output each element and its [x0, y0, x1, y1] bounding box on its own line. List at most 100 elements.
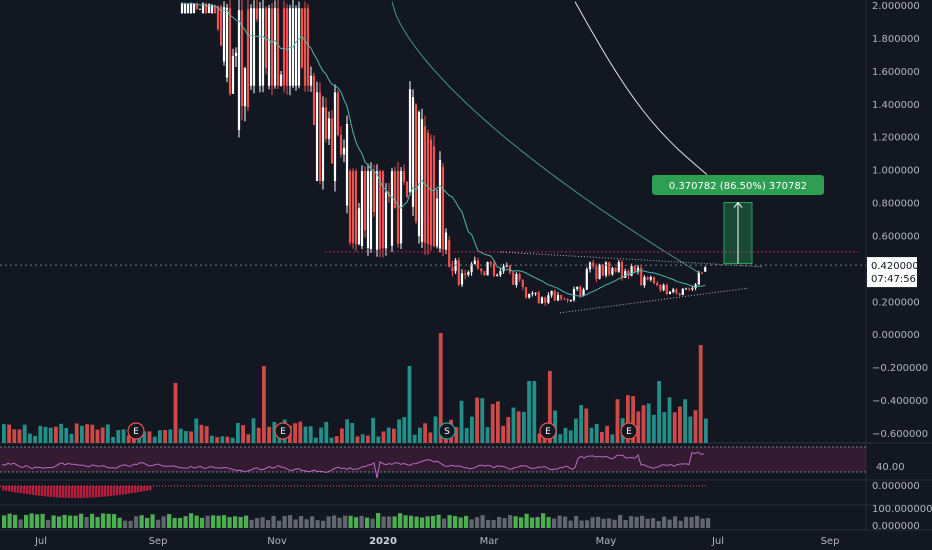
time-axis-label: Sep — [149, 536, 168, 547]
histogram-bar-green — [216, 515, 221, 528]
candle-body — [502, 266, 505, 272]
histogram-bar-green — [398, 513, 403, 528]
candle-down — [480, 268, 483, 275]
candle-up — [444, 228, 448, 254]
histogram-bar-gray — [601, 518, 606, 528]
macd-histogram-bar — [86, 486, 89, 498]
candle-body — [646, 277, 649, 280]
macd-histogram-bar — [83, 486, 86, 498]
candle-up — [222, 1, 226, 66]
candle-down — [476, 257, 480, 270]
candle-body — [524, 287, 528, 298]
histogram-bar-gray — [321, 520, 326, 528]
volume-bar-down — [246, 434, 251, 443]
histogram-bar-green — [392, 516, 397, 528]
volume-bar-down — [74, 423, 79, 443]
candle-body — [460, 273, 464, 285]
volume-bar-up — [28, 433, 32, 443]
measure-tool[interactable]: 0.370782 (86.50%) 370782 — [652, 175, 824, 264]
volume-bar-up — [319, 427, 323, 443]
volume-bar-up — [64, 428, 69, 443]
candle-body — [665, 285, 668, 295]
volume-bar-down — [95, 429, 100, 443]
histogram-bar-gray — [695, 515, 700, 528]
candle-body — [285, 8, 289, 86]
histogram-bar-green — [183, 516, 188, 528]
volume-bar-up — [303, 426, 308, 443]
histogram-bar-gray — [442, 518, 447, 528]
macd-histogram-bar — [5, 486, 8, 491]
volume-bar-up — [527, 381, 531, 443]
histogram-bar-gray — [700, 518, 705, 528]
histogram-bar-gray — [480, 515, 485, 528]
histogram-bar-green — [436, 514, 441, 528]
event-label: E — [626, 427, 632, 437]
candle-up — [366, 163, 370, 256]
candle-down — [457, 257, 460, 287]
macd-histogram-bar — [116, 486, 119, 496]
macd-histogram-bar — [143, 486, 146, 492]
countdown-label: 07:47:56 — [871, 274, 916, 285]
histogram-bar-green — [172, 517, 177, 528]
candle-body — [213, 5, 217, 14]
candle-body — [492, 263, 496, 276]
candle-body — [408, 89, 412, 193]
histogram-bar-green — [354, 517, 359, 528]
histogram-bar-green — [431, 515, 436, 528]
volume-bar-down — [17, 429, 22, 443]
candle-down — [678, 292, 681, 297]
candle-up — [540, 296, 544, 304]
candle-down — [489, 260, 492, 268]
price-axis[interactable]: 2.000000 1.800000 1.600000 1.400000 1.200000… — [867, 1, 932, 532]
macd-histogram-bar — [104, 486, 107, 497]
candle-body — [378, 171, 382, 249]
candle-up — [411, 89, 415, 216]
candle-down — [282, 0, 286, 93]
volume-bar-up — [251, 418, 256, 443]
candle-body — [537, 292, 540, 304]
candle-down — [300, 7, 304, 69]
volume-bar-up — [522, 411, 526, 443]
candle-body — [390, 171, 394, 246]
histogram-bar-green — [145, 517, 150, 528]
candle-body — [649, 277, 652, 280]
time-axis-label: Mar — [480, 536, 500, 547]
moving-average-slow — [574, 1, 708, 175]
candle-up — [360, 165, 364, 250]
price-axis-label: −0.200000 — [872, 363, 928, 374]
event-label: E — [133, 427, 139, 437]
macd-histogram-bar — [68, 486, 71, 498]
macd-histogram-bar — [107, 486, 110, 497]
histogram-bar-gray — [343, 515, 348, 528]
volume-bar-down — [423, 423, 427, 443]
histogram-bar-green — [447, 515, 452, 528]
candle-up — [496, 273, 499, 277]
histogram-bar-green — [464, 515, 469, 528]
histogram-bar-gray — [18, 519, 23, 528]
volume-bar-up — [412, 434, 417, 443]
candle-up — [636, 264, 640, 275]
candle-up — [617, 259, 620, 273]
histogram-bar-gray — [574, 516, 579, 528]
volume-bar-up — [158, 430, 162, 443]
time-axis[interactable]: Jul Sep Nov 2020 Mar May Jul Sep — [34, 536, 839, 547]
volume-bar-down — [241, 425, 245, 443]
volume-bar-down — [267, 426, 271, 443]
candle-up — [604, 261, 608, 278]
candle-down — [318, 82, 322, 185]
candle-up — [183, 2, 187, 15]
histogram-bar-green — [524, 513, 529, 528]
event-circle — [539, 422, 557, 440]
histogram-bar-gray — [568, 520, 573, 528]
candle-up — [668, 290, 672, 295]
histogram-bar-gray — [260, 517, 265, 528]
candle-body — [620, 262, 624, 278]
candle-body — [652, 277, 656, 284]
candle-up — [225, 3, 229, 83]
histogram-bar-green — [546, 517, 551, 528]
candle-up — [294, 5, 298, 91]
macd-histogram-bar — [80, 486, 83, 498]
volume-bar-up — [350, 423, 355, 443]
